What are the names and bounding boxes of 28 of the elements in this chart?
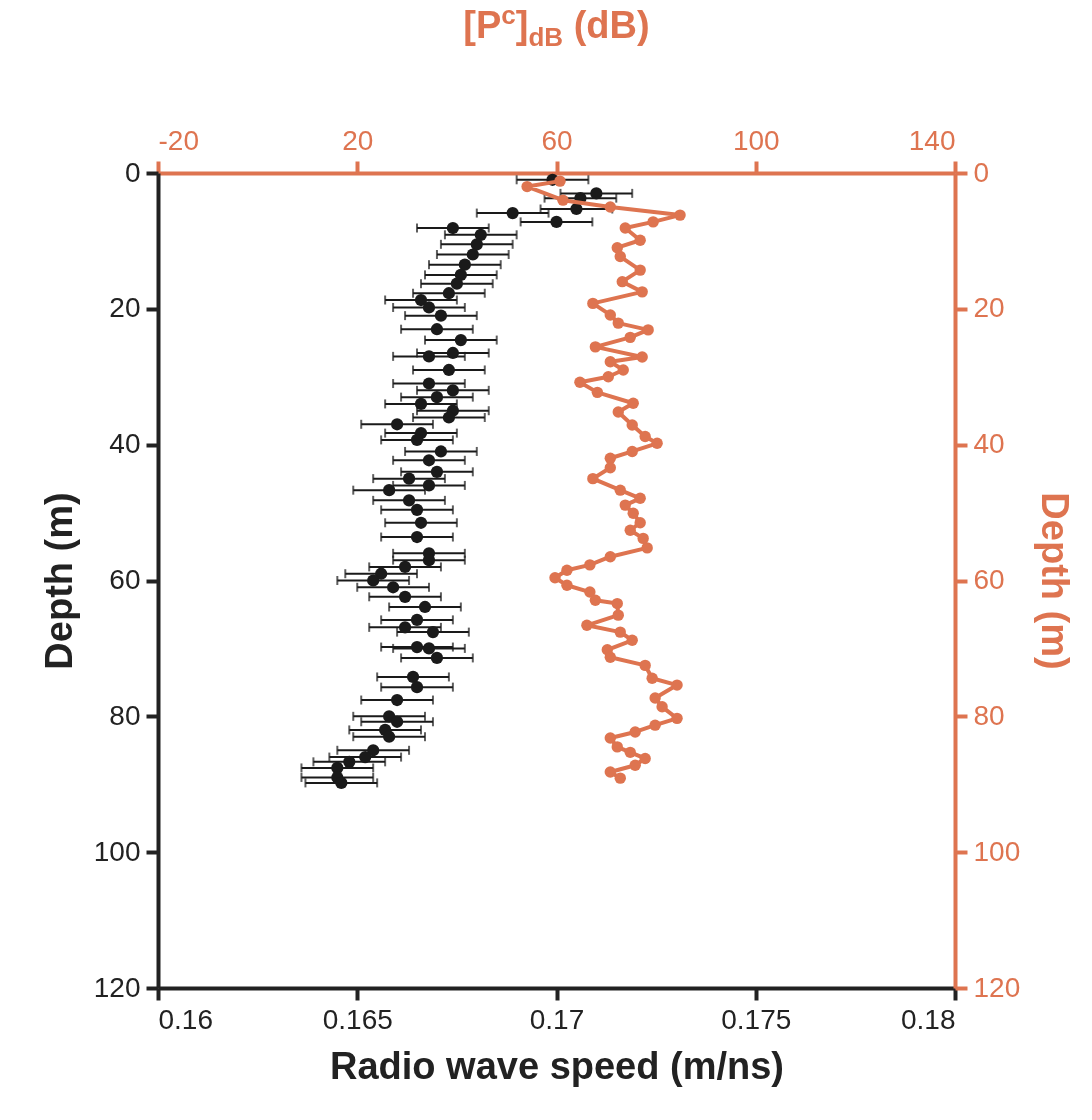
y2-tick-label: 60 (973, 564, 1005, 595)
x-tick-label: 0.16 (158, 1003, 213, 1035)
x2-tick-label: 140 (908, 124, 956, 156)
y2-tick-label: 20 (973, 292, 1005, 324)
x-tick-label: 0.165 (322, 1003, 393, 1035)
x-tick-label: 0.17 (529, 1003, 585, 1035)
x-axis-title: Radio wave speed (m/ns) (329, 1044, 785, 1087)
x2-tick-label: -20 (158, 124, 199, 156)
x2-tick-label: 100 (732, 124, 780, 156)
y2-tick-label: 80 (973, 699, 1005, 731)
y-tick-label: 20 (109, 292, 141, 324)
x-tick-label: 0.175 (721, 1003, 792, 1035)
y-tick-label: 100 (93, 835, 141, 867)
y-tick-label: 40 (109, 428, 141, 460)
y-tick-label: 80 (109, 699, 141, 731)
y2-axis-title: Depth (m) (1034, 492, 1077, 670)
y-tick-label: 60 (109, 564, 141, 595)
x-tick-label: 0.18 (901, 1003, 956, 1035)
y2-tick-label: 40 (973, 428, 1005, 460)
x2-tick-label: 60 (541, 124, 573, 156)
y2-tick-label: 120 (973, 971, 1021, 1003)
y2-tick-label: 0 (973, 156, 990, 188)
y-tick-label: 120 (93, 971, 141, 1003)
x2-axis-title: [P$^{c}$]$_{dB}$ (dB) (462, 0, 651, 54)
y-tick-label: 0 (124, 156, 141, 188)
y2-tick-label: 100 (973, 835, 1021, 867)
y-axis-title: Depth (m) (37, 492, 80, 670)
x2-tick-label: 20 (342, 124, 374, 156)
